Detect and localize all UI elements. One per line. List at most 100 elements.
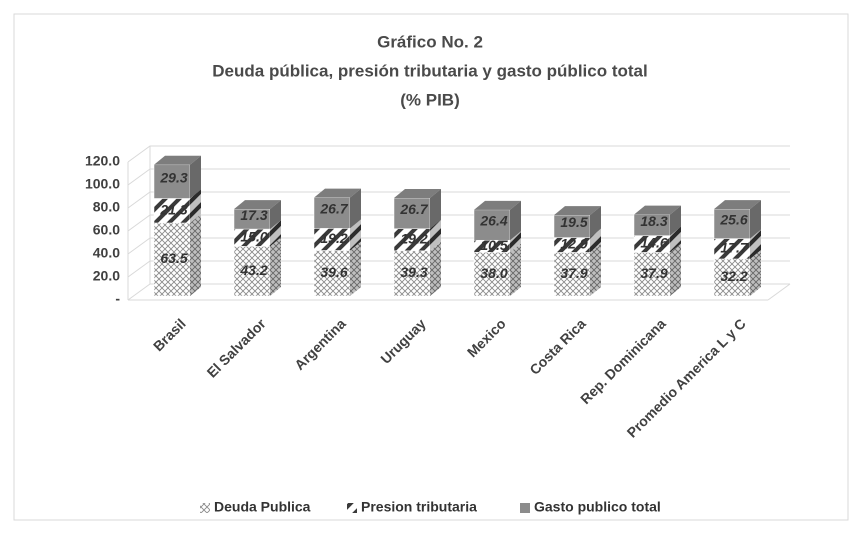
- bar-side: [590, 243, 601, 296]
- bar-side-shade: [590, 206, 601, 238]
- bar-side-shade: [510, 231, 521, 253]
- bar-side: [510, 231, 521, 253]
- value-label: 19.2: [400, 230, 427, 246]
- value-label: 26.4: [479, 213, 507, 229]
- value-label: 26.7: [399, 201, 428, 217]
- bar-side: [350, 241, 361, 296]
- bar-side: [670, 243, 681, 296]
- bar-side: [270, 220, 281, 247]
- chart-unit: (% PIB): [400, 90, 460, 109]
- bar-side: [590, 206, 601, 238]
- bar-side: [190, 155, 201, 199]
- bar-side: [350, 188, 361, 229]
- bar-side-shade: [190, 155, 201, 199]
- bar-side-shade: [670, 205, 681, 236]
- value-label: 10.5: [480, 237, 507, 253]
- grid-line: [127, 168, 790, 186]
- value-label: 25.6: [719, 212, 747, 228]
- value-label: 21.3: [159, 201, 187, 217]
- bar-top-shade: [634, 205, 681, 215]
- bar-side-shade: [430, 189, 441, 229]
- grid-line: [127, 191, 790, 209]
- bar-side-shade: [430, 241, 441, 296]
- bar-side: [750, 229, 761, 259]
- value-label: 26.7: [319, 201, 348, 217]
- legend-label: Deuda Publica: [214, 499, 311, 515]
- bar-top: [714, 200, 761, 210]
- bar-segment: [153, 222, 191, 297]
- value-label: 37.9: [560, 265, 587, 281]
- bar-side: [430, 241, 441, 296]
- bar-side: [430, 189, 441, 229]
- y-tick-label: 120.0: [85, 153, 120, 169]
- bar-top-shade: [714, 200, 761, 210]
- bar-side-shade: [670, 226, 681, 253]
- bar-side-shade: [350, 241, 361, 296]
- y-tick-label: -: [115, 291, 120, 307]
- bar-side-shade: [270, 200, 281, 230]
- bar-top: [154, 155, 201, 165]
- floor-line: [767, 283, 791, 301]
- bar-top: [394, 189, 441, 199]
- bar-top-shade: [554, 206, 601, 216]
- chart-subtitle: Deuda pública, presión tributaria y gast…: [212, 61, 647, 80]
- bar-top: [554, 206, 601, 216]
- bar-top-shade: [474, 200, 521, 210]
- legend-label: Presion tributaria: [361, 499, 477, 515]
- value-label: 43.2: [239, 262, 267, 278]
- legend-label: Gasto publico total: [534, 499, 661, 515]
- bar-side: [750, 249, 761, 296]
- bar-top-shade: [314, 188, 361, 198]
- value-label: 17.3: [240, 207, 267, 223]
- value-label: 32.2: [720, 268, 747, 284]
- bar-segment: [393, 250, 431, 297]
- bar-top: [314, 188, 361, 198]
- chart-title: Gráfico No. 2: [377, 32, 483, 51]
- bar-top-shade: [394, 189, 441, 199]
- y-tick-label: 80.0: [93, 199, 120, 215]
- value-label: 14.6: [640, 235, 667, 251]
- bar-side-shade: [430, 219, 441, 251]
- value-label: 18.3: [640, 213, 667, 229]
- value-label: 38.0: [480, 265, 507, 281]
- bar-segment: [393, 197, 431, 229]
- value-label: 15.0: [240, 228, 267, 244]
- bar-side-shade: [270, 220, 281, 247]
- grid-line: [127, 145, 790, 163]
- value-label: 12.9: [560, 236, 587, 252]
- bar-segment: [153, 198, 191, 224]
- bar-side-shade: [190, 189, 201, 223]
- bar-side: [430, 219, 441, 251]
- bar-side-shade: [590, 243, 601, 296]
- bar-side: [590, 228, 601, 253]
- bar-top: [234, 200, 281, 210]
- bar-side: [270, 200, 281, 230]
- bar-side-shade: [590, 228, 601, 253]
- bar-side: [670, 205, 681, 236]
- bar-segment: [153, 164, 191, 199]
- value-label: 37.9: [640, 265, 667, 281]
- bar-segment: [233, 246, 271, 297]
- bar-side: [190, 189, 201, 223]
- value-label: 63.5: [160, 250, 187, 266]
- value-label: 19.5: [560, 214, 587, 230]
- bar-side-shade: [750, 200, 761, 239]
- value-label: 19.2: [320, 230, 347, 246]
- bar-side: [270, 237, 281, 296]
- bar-side-shade: [510, 243, 521, 296]
- bar-side: [190, 213, 201, 296]
- legend-swatch: [200, 503, 210, 513]
- value-label: 17.7: [720, 239, 748, 255]
- bar-side-shade: [670, 243, 681, 296]
- bar-side-shade: [190, 213, 201, 296]
- bar-side-shade: [750, 249, 761, 296]
- legend-swatch: [347, 503, 357, 513]
- legend-swatch: [520, 503, 530, 513]
- bar-side-shade: [350, 219, 361, 251]
- value-label: 39.3: [400, 264, 427, 280]
- value-label: 39.6: [320, 264, 347, 280]
- bar-side: [510, 200, 521, 241]
- bar-top: [634, 205, 681, 215]
- bar-side: [750, 200, 761, 239]
